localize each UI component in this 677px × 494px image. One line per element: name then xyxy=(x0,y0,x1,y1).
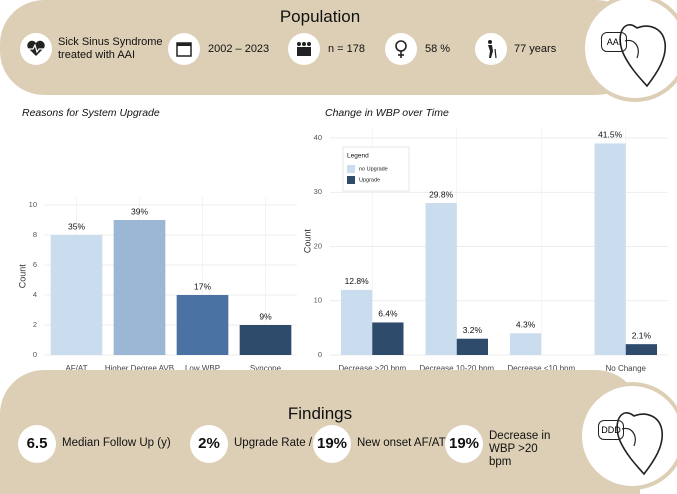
y-tick-label: 10 xyxy=(29,200,37,209)
bar xyxy=(113,220,166,355)
x-tick-label: Decrease 10-20 bpm xyxy=(419,364,494,373)
legend-swatch xyxy=(347,165,355,173)
icon-people xyxy=(288,33,320,65)
findings-band: Findings 6.5 Median Follow Up (y) 2% Upg… xyxy=(0,370,640,494)
population-period: 2002 – 2023 xyxy=(208,43,270,55)
y-tick-label: 30 xyxy=(314,187,322,196)
bar-percent-label: 29.8% xyxy=(429,189,454,199)
bar-percent-label: 12.8% xyxy=(345,276,370,286)
legend-label: no Upgrade xyxy=(359,166,388,172)
finding-value: 19% xyxy=(313,425,351,463)
population-band: Population Sick Sinus Syndrome treated w… xyxy=(0,0,640,95)
legend-title: Legend xyxy=(347,153,369,160)
population-title: Population xyxy=(279,7,361,26)
y-tick-label: 6 xyxy=(33,260,37,269)
y-tick-label: 40 xyxy=(314,133,322,142)
x-tick-label: Higher Degree AVB xyxy=(105,364,174,373)
heart-ddd: DDD xyxy=(578,382,677,490)
icon-elderly xyxy=(475,33,507,65)
population-age: 77 years xyxy=(514,43,557,55)
finding-label: Upgrade Rate / Year xyxy=(234,437,339,449)
x-tick-label: AF/AT xyxy=(65,364,87,373)
bar-percent-label: 35% xyxy=(68,221,85,231)
y-tick-label: 2 xyxy=(33,320,37,329)
bar xyxy=(50,235,103,355)
bar-percent-label: 9% xyxy=(259,311,272,321)
finding-label: New onset AF/AT xyxy=(357,437,446,449)
x-tick-label: Decrease >20 bpm xyxy=(338,364,406,373)
y-tick-label: 10 xyxy=(314,296,322,305)
bar-percent-label: 17% xyxy=(194,281,211,291)
finding-value: 19% xyxy=(445,425,483,463)
icon-calendar xyxy=(168,33,200,65)
finding-value: 2% xyxy=(190,425,228,463)
y-tick-label: 0 xyxy=(33,350,37,359)
icon-heart xyxy=(20,33,52,65)
y-tick-label: 0 xyxy=(318,350,322,359)
y-axis-label: Count xyxy=(17,264,27,289)
x-tick-label: Low WBP xyxy=(185,364,220,373)
legend-label: Upgrade xyxy=(359,177,380,183)
bar-percent-label: 41.5% xyxy=(598,130,623,140)
chart-title: Reasons for System Upgrade xyxy=(22,107,160,119)
bar-percent-label: 39% xyxy=(131,206,148,216)
bar xyxy=(509,333,542,355)
finding-value: 6.5 xyxy=(18,425,56,463)
bar-percent-label: 3.2% xyxy=(463,325,483,335)
bar xyxy=(372,322,404,355)
bar xyxy=(456,338,489,355)
y-tick-label: 8 xyxy=(33,230,37,239)
finding-label: Decrease in WBP >20 bpm xyxy=(489,430,551,468)
chart-title: Change in WBP over Time xyxy=(325,107,449,119)
icon-female xyxy=(385,33,417,65)
bar-percent-label: 4.3% xyxy=(516,320,536,330)
y-tick-label: 4 xyxy=(33,290,37,299)
device-label: AAI xyxy=(601,32,627,52)
population-female: 58 % xyxy=(425,43,451,55)
x-tick-label: Syncope xyxy=(250,364,282,373)
bar-percent-label: 6.4% xyxy=(378,309,398,319)
device-label: DDD xyxy=(598,420,624,440)
bar xyxy=(625,344,658,355)
findings-title: Findings xyxy=(287,404,353,423)
y-axis-label: Count xyxy=(302,229,312,254)
bar xyxy=(176,295,229,355)
heart-aai: AAI xyxy=(581,0,677,102)
population-condition: Sick Sinus Syndrome treated with AAI xyxy=(58,36,163,61)
bar xyxy=(594,143,626,355)
finding-label: Median Follow Up (y) xyxy=(62,437,171,449)
bar-percent-label: 2.1% xyxy=(632,330,652,340)
bar xyxy=(340,289,373,355)
x-tick-label: No Change xyxy=(606,364,647,373)
population-n: n = 178 xyxy=(328,43,366,55)
legend-swatch xyxy=(347,176,355,184)
bar xyxy=(239,325,292,355)
y-tick-label: 20 xyxy=(314,241,322,250)
x-tick-label: Decrease <10 bpm xyxy=(507,364,575,373)
bar xyxy=(425,203,457,355)
